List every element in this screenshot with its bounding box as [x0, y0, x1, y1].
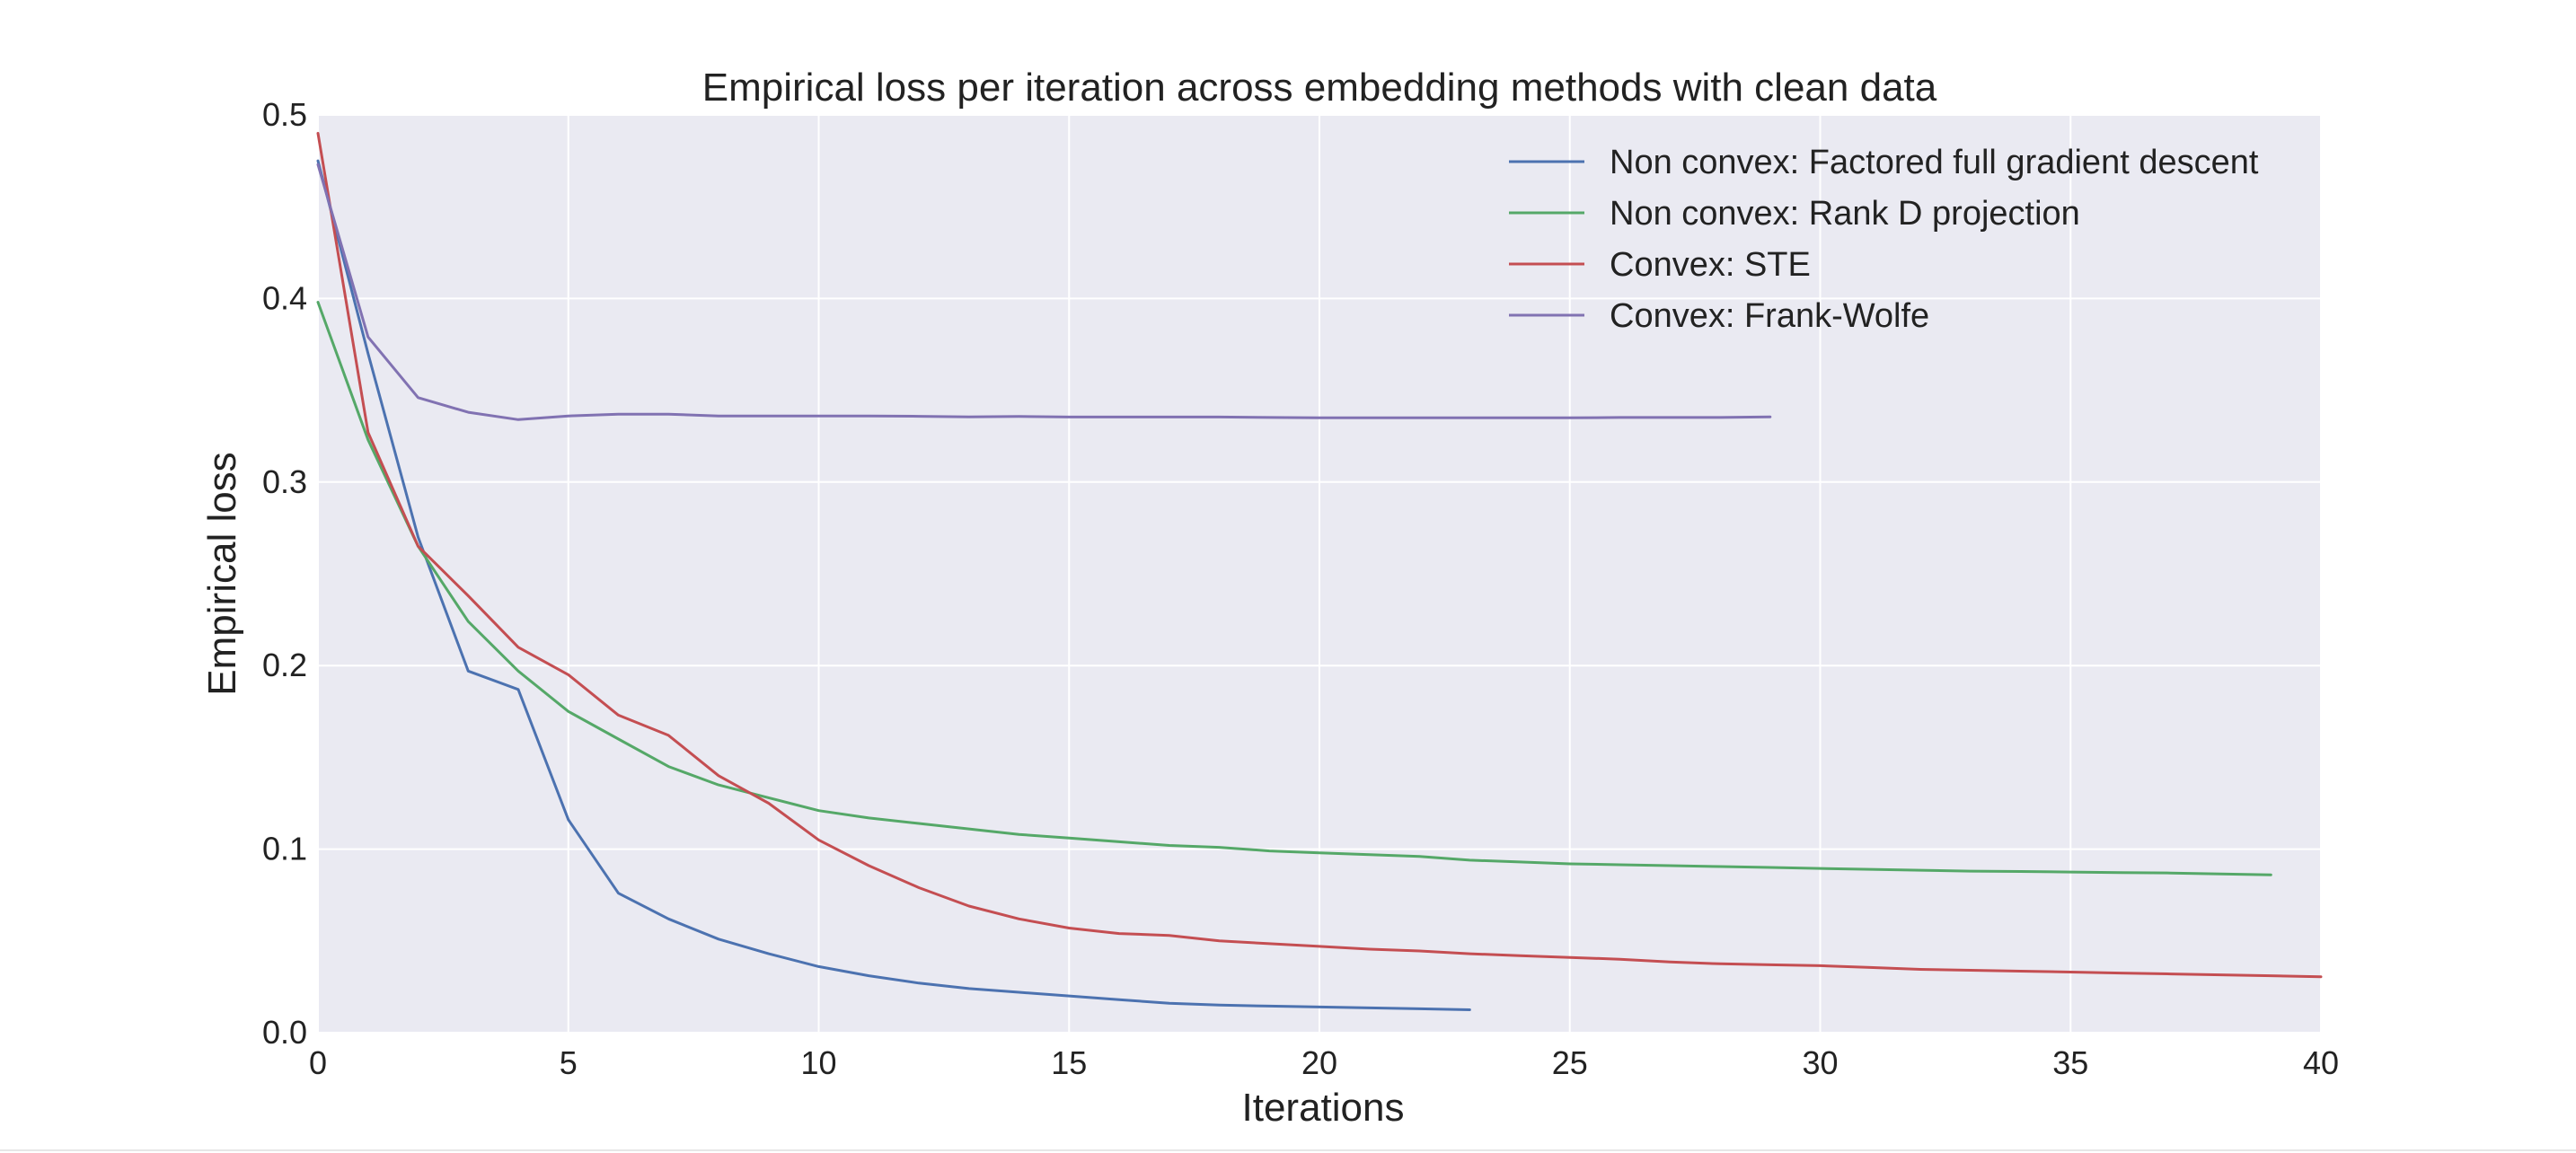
x-tick-label: 20 [1301, 1044, 1337, 1081]
legend: Non convex: Factored full gradient desce… [1509, 144, 2259, 335]
x-tick-label: 15 [1051, 1044, 1087, 1081]
chart-title: Empirical loss per iteration across embe… [702, 66, 1937, 110]
x-tick-label: 5 [560, 1044, 578, 1081]
y-tick-label: 0.0 [262, 1014, 307, 1051]
x-tick-label: 10 [800, 1044, 836, 1081]
y-tick-label: 0.2 [262, 647, 307, 683]
y-tick-label: 0.5 [262, 96, 307, 133]
x-tick-label: 30 [1802, 1044, 1838, 1081]
series-line-4 [316, 163, 1772, 421]
legend-label-3: Convex: STE [1610, 246, 1811, 284]
x-tick-label: 25 [1552, 1044, 1588, 1081]
legend-label-1: Non convex: Factored full gradient desce… [1610, 144, 2259, 181]
tick-labels: 0 5 10 15 20 25 30 35 40 0.0 0.1 0.2 0.3 0.4 0.5 [262, 96, 2339, 1081]
y-tick-label: 0.1 [262, 831, 307, 867]
grid-lines [317, 114, 2322, 1034]
y-tick-label: 0.4 [262, 279, 307, 316]
y-axis-label: Empirical loss [200, 452, 244, 695]
x-tick-label: 0 [309, 1044, 327, 1081]
x-axis-label: Iterations [1242, 1086, 1405, 1130]
series-lines [316, 131, 2323, 1011]
x-tick-label: 35 [2052, 1044, 2088, 1081]
series-line-3 [316, 131, 2323, 979]
series-line-2 [316, 301, 2272, 876]
x-tick-label: 40 [2303, 1044, 2339, 1081]
legend-label-2: Non convex: Rank D projection [1610, 195, 2080, 233]
bottom-divider [0, 1149, 2576, 1151]
series-line-1 [316, 159, 1471, 1011]
legend-label-4: Convex: Frank-Wolfe [1610, 297, 1929, 335]
y-tick-label: 0.3 [262, 463, 307, 500]
